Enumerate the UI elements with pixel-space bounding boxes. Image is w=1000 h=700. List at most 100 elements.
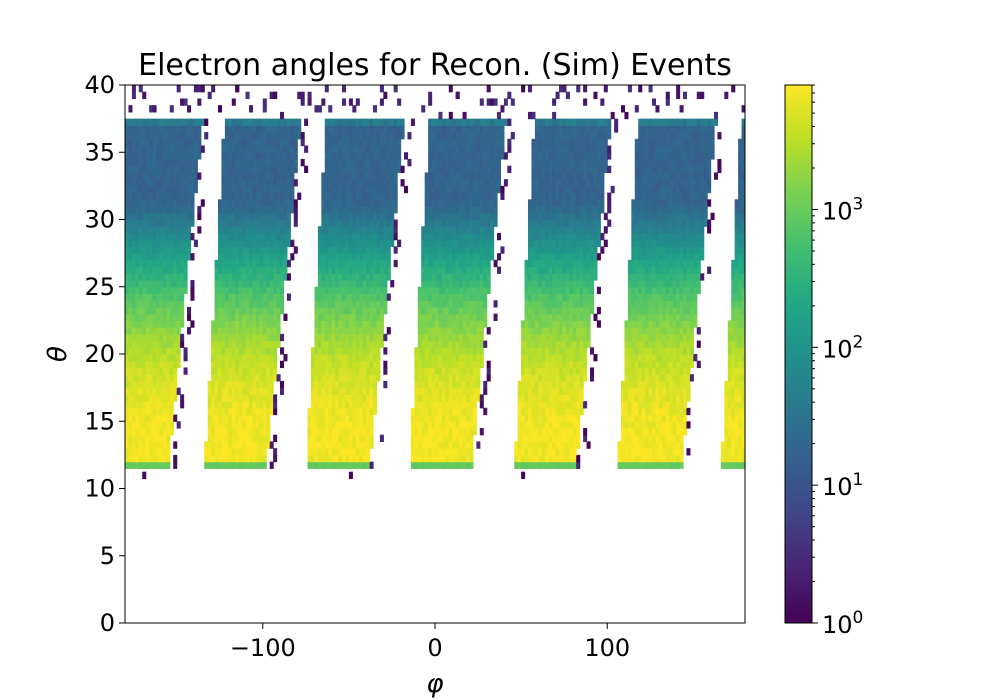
- heatmap-cell: [135, 300, 140, 308]
- heatmap-cell: [428, 232, 433, 241]
- heatmap-cell: [142, 374, 147, 382]
- heatmap-cell: [452, 407, 457, 416]
- heatmap-cell: [431, 226, 436, 234]
- heatmap-cell: [173, 165, 178, 174]
- heatmap-cell: [548, 401, 553, 409]
- heatmap-cell: [324, 185, 329, 194]
- heatmap-cell: [245, 333, 250, 342]
- heatmap-cell: [538, 199, 543, 207]
- heatmap-cell: [390, 179, 395, 187]
- heatmap-cell: [586, 300, 591, 308]
- heatmap-cell: [545, 387, 550, 395]
- heatmap-cell: [280, 185, 285, 194]
- heatmap-cell: [421, 441, 426, 449]
- heatmap-cell: [228, 387, 233, 395]
- heatmap-cell: [125, 273, 130, 281]
- heatmap-cell: [555, 414, 560, 422]
- heatmap-cell: [469, 327, 474, 335]
- heatmap-cell: [314, 454, 319, 463]
- heatmap-cell: [162, 253, 167, 261]
- heatmap-cell: [331, 441, 336, 449]
- heatmap-cell: [242, 354, 247, 362]
- heatmap-cell: [224, 441, 229, 449]
- heatmap-cell: [145, 387, 150, 395]
- heatmap-cell: [431, 300, 436, 308]
- heatmap-cell: [214, 407, 219, 416]
- heatmap-cell: [286, 152, 291, 160]
- heatmap-cell: [548, 340, 553, 348]
- heatmap-cell: [362, 454, 367, 463]
- heatmap-cell: [565, 421, 570, 429]
- heatmap-cell: [355, 172, 360, 180]
- heatmap-cell: [280, 219, 285, 227]
- heatmap-cell: [245, 179, 250, 187]
- heatmap-cell: [486, 226, 491, 234]
- heatmap-cell: [142, 185, 147, 194]
- heatmap-cell: [541, 212, 546, 221]
- heatmap-cell: [152, 165, 157, 174]
- heatmap-cell: [131, 454, 136, 463]
- heatmap-cell: [269, 253, 274, 261]
- heatmap-cell: [583, 293, 588, 301]
- heatmap-cell: [448, 333, 453, 342]
- heatmap-cell: [386, 125, 391, 133]
- heatmap-cell: [249, 327, 254, 335]
- heatmap-cell: [534, 313, 539, 321]
- heatmap-cell: [235, 421, 240, 429]
- heatmap-cell: [224, 212, 229, 221]
- heatmap-cell: [448, 192, 453, 200]
- heatmap-cell: [262, 219, 267, 227]
- heatmap-cell: [459, 273, 464, 281]
- heatmap-cell: [569, 259, 574, 268]
- heatmap-cell: [228, 152, 233, 160]
- heatmap-cell: [397, 138, 402, 147]
- heatmap-cell: [524, 454, 529, 463]
- heatmap-cell: [269, 313, 274, 321]
- heatmap-cell: [331, 165, 336, 174]
- heatmap-cell: [311, 454, 316, 463]
- heatmap-cell: [373, 232, 378, 241]
- heatmap-cell: [138, 448, 143, 456]
- heatmap-cell: [142, 266, 147, 274]
- heatmap-cell: [228, 407, 233, 416]
- heatmap-cell: [431, 360, 436, 369]
- heatmap-cell: [142, 199, 147, 207]
- heatmap-cell: [528, 219, 533, 227]
- heatmap-cell: [579, 212, 584, 221]
- heatmap-cell: [545, 354, 550, 362]
- heatmap-cell: [269, 306, 274, 315]
- heatmap-cell: [218, 461, 223, 469]
- heatmap-cell: [269, 152, 274, 160]
- heatmap-cell: [359, 172, 364, 180]
- heatmap-cell: [218, 434, 223, 443]
- heatmap-cell: [373, 199, 378, 207]
- heatmap-cell: [565, 441, 570, 449]
- heatmap-cell: [266, 434, 271, 443]
- heatmap-cell: [483, 232, 488, 241]
- heatmap-cell: [335, 461, 340, 469]
- heatmap-cell: [500, 118, 505, 126]
- heatmap-cell: [445, 206, 450, 214]
- heatmap-cell: [452, 441, 457, 449]
- heatmap-cell: [355, 293, 360, 301]
- heatmap-cell: [555, 266, 560, 274]
- heatmap-cell: [145, 320, 150, 328]
- heatmap-cell: [572, 219, 577, 227]
- heatmap-cell: [149, 266, 154, 274]
- heatmap-cell: [524, 273, 529, 281]
- heatmap-cell: [138, 347, 143, 355]
- heatmap-cell: [156, 165, 161, 174]
- heatmap-cell: [169, 165, 174, 174]
- heatmap-cell: [565, 327, 570, 335]
- heatmap-cell: [135, 286, 140, 295]
- heatmap-cell: [373, 286, 378, 295]
- heatmap-cell: [352, 172, 357, 180]
- heatmap-cell: [242, 448, 247, 456]
- heatmap-cell: [459, 172, 464, 180]
- heatmap-cell: [224, 327, 229, 335]
- heatmap-cell: [472, 192, 477, 200]
- heatmap-cell: [331, 273, 336, 281]
- heatmap-cell: [335, 280, 340, 288]
- heatmap-cell: [452, 293, 457, 301]
- heatmap-cell: [435, 347, 440, 355]
